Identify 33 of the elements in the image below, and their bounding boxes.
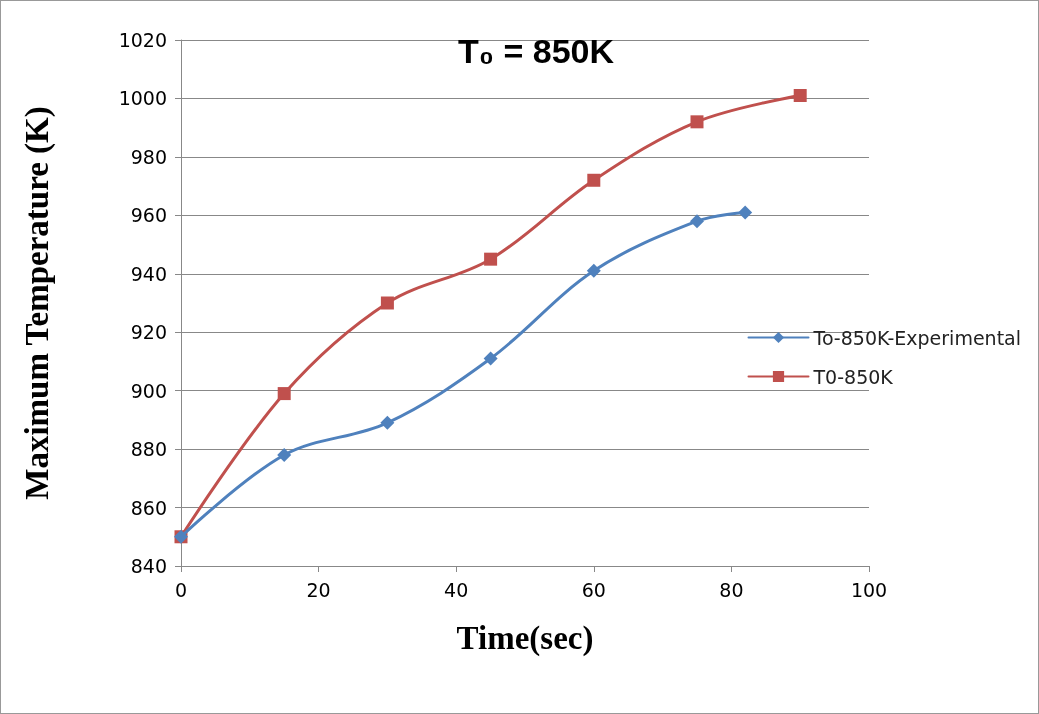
point bbox=[738, 205, 753, 220]
point bbox=[380, 415, 395, 430]
x-tick-label: 100 bbox=[850, 578, 888, 601]
y-tick-label: 940 bbox=[130, 262, 167, 285]
point bbox=[277, 447, 292, 462]
point bbox=[380, 296, 394, 310]
y-tick-label: 960 bbox=[130, 204, 167, 227]
y-tick-label: 1000 bbox=[118, 87, 167, 110]
point bbox=[277, 387, 291, 401]
x-tick-label: 60 bbox=[581, 578, 606, 601]
y-tick-label: 920 bbox=[130, 321, 167, 344]
x-tick-label: 40 bbox=[444, 578, 469, 601]
point bbox=[793, 89, 807, 103]
point bbox=[586, 263, 601, 278]
y-tick-label: 860 bbox=[130, 496, 167, 519]
point bbox=[587, 173, 601, 187]
x-axis-title: Time(sec) bbox=[456, 619, 594, 657]
point bbox=[690, 214, 704, 229]
x-tick-label: 0 bbox=[174, 578, 188, 601]
y-axis-title: Maximum Temperature (K) bbox=[18, 106, 56, 500]
legend-label: To-850K-Experimental bbox=[812, 326, 1021, 349]
point bbox=[690, 115, 704, 129]
y-tick-label: 840 bbox=[130, 555, 167, 577]
y-tick-label: 1020 bbox=[118, 29, 167, 51]
y-tick-label: 900 bbox=[130, 379, 167, 402]
y-tick-label: 880 bbox=[130, 438, 167, 461]
y-tick-label: 980 bbox=[130, 145, 167, 168]
x-tick-label: 80 bbox=[719, 578, 744, 601]
point bbox=[484, 252, 498, 266]
point bbox=[483, 351, 498, 366]
legend-label: T0-850K bbox=[812, 365, 894, 388]
x-tick-label: 20 bbox=[306, 578, 331, 601]
chart-title: T₀ = 850K bbox=[457, 32, 615, 70]
